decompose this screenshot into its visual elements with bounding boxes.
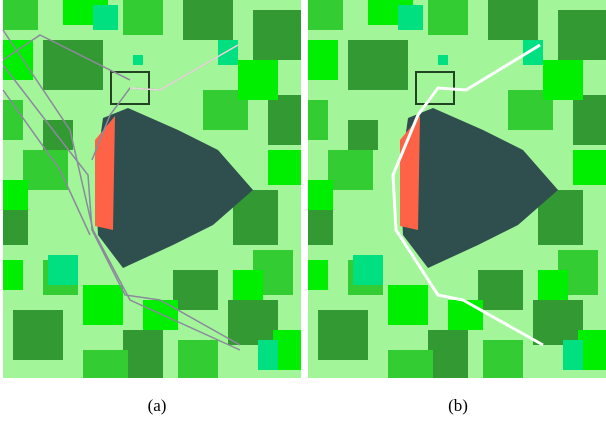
caption: (a) bbox=[127, 396, 187, 416]
panel-a-image bbox=[3, 0, 301, 378]
figure: (a) (b) bbox=[0, 0, 606, 421]
panel-b-image bbox=[308, 0, 606, 378]
caption: (b) bbox=[428, 396, 488, 416]
figure-images bbox=[0, 0, 606, 390]
